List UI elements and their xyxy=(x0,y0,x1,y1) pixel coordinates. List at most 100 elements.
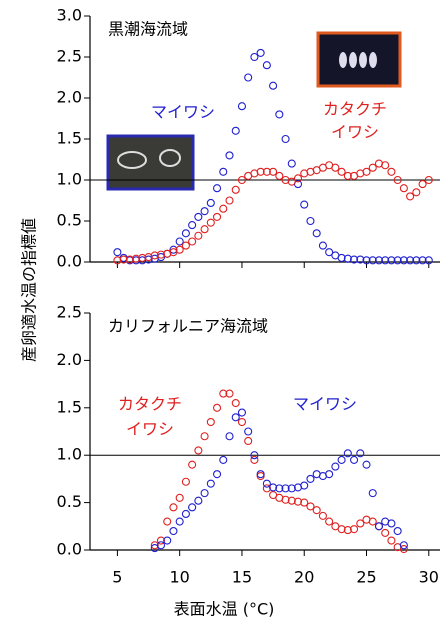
data-point xyxy=(276,111,283,118)
data-point xyxy=(114,249,121,256)
data-point xyxy=(176,518,183,525)
data-point xyxy=(419,181,426,188)
data-point xyxy=(338,456,345,463)
data-point xyxy=(307,475,314,482)
data-point xyxy=(189,222,196,229)
data-point xyxy=(232,414,239,421)
series-label: カタクチ xyxy=(323,100,387,119)
data-point xyxy=(313,230,320,237)
y-tick-label: 1.5 xyxy=(57,129,82,148)
data-point xyxy=(407,193,414,200)
data-point xyxy=(207,199,214,206)
data-point xyxy=(257,49,264,56)
data-point xyxy=(195,232,202,239)
data-point xyxy=(388,168,395,175)
data-point xyxy=(220,168,227,175)
data-point xyxy=(170,504,177,511)
data-point xyxy=(276,172,283,179)
data-point xyxy=(195,447,202,454)
data-point xyxy=(375,523,382,530)
data-point xyxy=(220,456,227,463)
data-point xyxy=(338,168,345,175)
data-point xyxy=(288,160,295,167)
y-tick-label: 2.0 xyxy=(57,88,82,107)
data-point xyxy=(214,471,221,478)
data-point xyxy=(189,461,196,468)
data-point xyxy=(245,428,252,435)
data-point xyxy=(326,471,333,478)
y-tick-label: 3.0 xyxy=(57,6,82,25)
data-point xyxy=(182,242,189,249)
data-point xyxy=(382,529,389,536)
series-label: マイワシ xyxy=(293,395,357,414)
data-point xyxy=(351,456,358,463)
data-point xyxy=(363,168,370,175)
data-point xyxy=(388,537,395,544)
data-point xyxy=(207,480,214,487)
data-point xyxy=(226,197,233,204)
data-point xyxy=(382,162,389,169)
data-point xyxy=(182,478,189,485)
data-point xyxy=(238,409,245,416)
data-point xyxy=(326,518,333,525)
data-point xyxy=(201,490,208,497)
y-axis-label: 産卵適水温の指標値 xyxy=(20,218,39,362)
data-point xyxy=(182,230,189,237)
data-point xyxy=(232,186,239,193)
data-point xyxy=(207,219,214,226)
x-tick-label: 25 xyxy=(356,568,376,587)
data-point xyxy=(176,494,183,501)
x-tick-label: 30 xyxy=(419,568,439,587)
data-point xyxy=(332,463,339,470)
data-point xyxy=(313,507,320,514)
data-point xyxy=(201,226,208,233)
data-point xyxy=(319,242,326,249)
data-point xyxy=(214,185,221,192)
data-point xyxy=(357,450,364,457)
data-point xyxy=(238,103,245,110)
data-point xyxy=(226,433,233,440)
y-tick-label: 0.0 xyxy=(57,540,82,559)
y-tick-label: 0.5 xyxy=(57,492,82,511)
x-tick-label: 15 xyxy=(232,568,252,587)
data-point xyxy=(344,450,351,457)
data-point xyxy=(263,62,270,69)
series-label: マイワシ xyxy=(151,103,215,122)
data-point xyxy=(226,152,233,159)
y-tick-label: 0.0 xyxy=(57,252,82,271)
data-point xyxy=(195,497,202,504)
x-axis-label: 表面水温 (°C) xyxy=(174,600,275,619)
data-point xyxy=(332,164,339,171)
data-point xyxy=(189,238,196,245)
data-point xyxy=(207,419,214,426)
x-tick-label: 20 xyxy=(294,568,314,587)
data-point xyxy=(189,504,196,511)
x-tick-label: 5 xyxy=(112,568,122,587)
data-point xyxy=(394,528,401,535)
series-label: カタクチ xyxy=(118,395,182,414)
data-point xyxy=(251,54,258,61)
data-point xyxy=(301,482,308,489)
data-point xyxy=(170,528,177,535)
data-point xyxy=(319,512,326,519)
data-point xyxy=(301,201,308,208)
x-tick-label: 10 xyxy=(170,568,190,587)
photo-eggs xyxy=(108,136,193,189)
data-point xyxy=(369,518,376,525)
data-point xyxy=(307,218,314,225)
page: 表面水温 (°C) 産卵適水温の指標値 黒潮海流域0.00.51.01.52.0… xyxy=(0,0,448,631)
y-tick-label: 2.5 xyxy=(57,303,82,322)
data-point xyxy=(282,136,289,143)
data-point xyxy=(363,461,370,468)
y-tick-label: 2.0 xyxy=(57,350,82,369)
series-label: イワシ xyxy=(126,420,174,439)
data-point xyxy=(232,127,239,134)
data-point xyxy=(182,510,189,517)
y-tick-label: 0.5 xyxy=(57,211,82,230)
data-point xyxy=(164,518,171,525)
data-point xyxy=(400,185,407,192)
data-point xyxy=(176,238,183,245)
data-point xyxy=(369,164,376,171)
data-point xyxy=(195,213,202,220)
data-point xyxy=(220,205,227,212)
